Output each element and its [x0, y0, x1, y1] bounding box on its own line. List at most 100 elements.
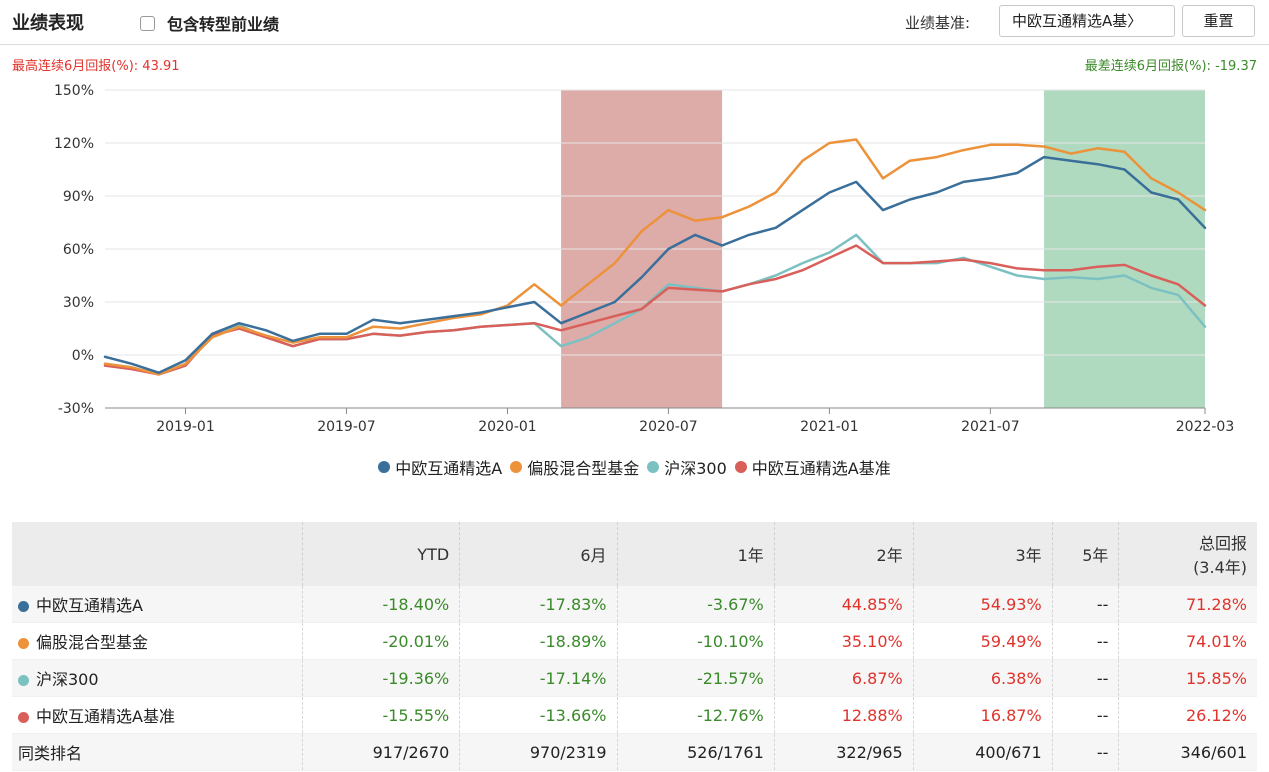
chart-legend: 中欧互通精选A 偏股混合型基金 沪深300 中欧互通精选A基准 [0, 455, 1269, 479]
cell-6m: -18.89% [459, 622, 618, 660]
legend-label-benchmark: 中欧互通精选A基准 [751, 459, 891, 478]
best-label: 最高连续6月回报(%): [12, 59, 139, 74]
reset-button[interactable]: 重置 [1182, 5, 1255, 37]
legend-item-benchmark[interactable]: 中欧互通精选A基准 [734, 455, 891, 479]
legend-item-csi300[interactable]: 沪深300 [647, 455, 727, 479]
x-tick-label: 2019-07 [317, 419, 376, 435]
rank-6m: 970/2319 [459, 733, 618, 771]
row-name: 中欧互通精选A基准 [36, 707, 175, 726]
table-row: 沪深300 -19.36% -17.14% -21.57% 6.87% 6.38… [12, 659, 1257, 697]
cell-3y: 54.93% [913, 586, 1053, 623]
row-name-cell: 偏股混合型基金 [12, 622, 303, 660]
legend-dot-benchmark [734, 461, 747, 473]
worst-value: -19.37 [1215, 59, 1257, 74]
cell-2y: 44.85% [774, 586, 914, 623]
series-dot [18, 675, 29, 686]
best-6m-return: 最高连续6月回报(%): 43.91 [12, 55, 180, 74]
row-name: 中欧互通精选A [36, 596, 143, 615]
rank-3y: 400/671 [913, 733, 1053, 771]
cell-5y: -- [1052, 696, 1120, 734]
benchmark-select[interactable]: 中欧互通精选A基〉 [999, 5, 1175, 37]
header-3y: 3年 [913, 522, 1053, 586]
performance-chart: -30% 0% 30% 60% 90% 120% 150% 2019-01 2019-07 20… [54, 83, 1234, 435]
x-tick-label: 2020-01 [478, 419, 537, 435]
legend-label-category: 偏股混合型基金 [527, 459, 640, 478]
table-header-row: YTD 6月 1年 2年 3年 5年 总回报 (3.4年) [12, 522, 1257, 586]
rank-total: 346/601 [1118, 733, 1257, 771]
table-row: 偏股混合型基金 -20.01% -18.89% -10.10% 35.10% 5… [12, 622, 1257, 660]
row-name-cell: 中欧互通精选A基准 [12, 696, 303, 734]
header-1y: 1年 [617, 522, 775, 586]
row-name-cell: 沪深300 [12, 659, 303, 697]
cell-1y: -21.57% [617, 659, 775, 697]
cell-5y: -- [1052, 586, 1120, 623]
rank-2y: 322/965 [774, 733, 914, 771]
header-name-col [12, 522, 303, 586]
y-tick-label: -30% [58, 401, 94, 417]
cell-total: 15.85% [1118, 659, 1257, 697]
rank-ytd: 917/2670 [302, 733, 461, 771]
y-tick-label: 120% [54, 136, 94, 152]
cell-6m: -17.83% [459, 586, 618, 623]
cell-ytd: -20.01% [302, 622, 461, 660]
header-total-label: 总回报 [1198, 534, 1247, 553]
y-tick-label: 90% [63, 189, 94, 205]
best-value: 43.91 [142, 59, 180, 74]
section-title: 业绩表现 [12, 13, 84, 34]
x-tick-label: 2021-07 [961, 419, 1020, 435]
header-2y: 2年 [774, 522, 914, 586]
cell-total: 26.12% [1118, 696, 1257, 734]
rank-row: 同类排名 917/2670 970/2319 526/1761 322/965 … [12, 733, 1257, 771]
cell-total: 74.01% [1118, 622, 1257, 660]
cell-3y: 6.38% [913, 659, 1053, 697]
cell-ytd: -19.36% [302, 659, 461, 697]
cell-1y: -10.10% [617, 622, 775, 660]
table-row: 中欧互通精选A基准 -15.55% -13.66% -12.76% 12.88%… [12, 696, 1257, 734]
category-line [103, 138, 1207, 376]
x-tick-label: 2019-01 [156, 419, 215, 435]
fund-line [103, 155, 1207, 374]
performance-table: YTD 6月 1年 2年 3年 5年 总回报 (3.4年) 中欧互通精选A -18… [12, 522, 1257, 771]
series-dot [18, 712, 29, 723]
cell-6m: -17.14% [459, 659, 618, 697]
cell-1y: -12.76% [617, 696, 775, 734]
header-ytd: YTD [302, 522, 461, 586]
y-tick-label: 150% [54, 83, 94, 99]
rank-1y: 526/1761 [617, 733, 775, 771]
y-tick-label: 0% [72, 348, 94, 364]
y-tick-label: 60% [63, 242, 94, 258]
include-pre-transform-toggle[interactable]: 包含转型前业绩 [140, 11, 279, 35]
checkbox-label: 包含转型前业绩 [167, 15, 280, 34]
header-5y: 5年 [1052, 522, 1120, 586]
legend-dot-fund [378, 461, 391, 473]
legend-item-category[interactable]: 偏股混合型基金 [510, 455, 639, 479]
cell-ytd: -18.40% [302, 586, 461, 623]
checkbox[interactable] [140, 15, 155, 31]
cell-2y: 6.87% [774, 659, 914, 697]
cell-5y: -- [1052, 622, 1120, 660]
series-dot [18, 601, 29, 612]
cell-ytd: -15.55% [302, 696, 461, 734]
series-dot [18, 638, 29, 649]
legend-label-csi300: 沪深300 [664, 459, 727, 478]
x-tick-label: 2020-07 [639, 419, 698, 435]
row-name: 偏股混合型基金 [36, 633, 149, 652]
series-lines [103, 138, 1207, 376]
legend-label-fund: 中欧互通精选A [395, 459, 503, 478]
cell-3y: 16.87% [913, 696, 1053, 734]
worst-6m-return: 最差连续6月回报(%): -19.37 [1085, 55, 1257, 74]
x-tick-label: 2021-01 [800, 419, 859, 435]
legend-item-fund[interactable]: 中欧互通精选A [378, 455, 502, 479]
table-row: 中欧互通精选A -18.40% -17.83% -3.67% 44.85% 54… [12, 586, 1257, 623]
rank-name: 同类排名 [12, 733, 303, 771]
cell-1y: -3.67% [617, 586, 775, 623]
header: 业绩表现 包含转型前业绩 业绩基准: 中欧互通精选A基〉 重置 [0, 0, 1269, 45]
cell-3y: 59.49% [913, 622, 1053, 660]
cell-2y: 35.10% [774, 622, 914, 660]
y-axis: -30% 0% 30% 60% 90% 120% 150% [54, 83, 94, 417]
cell-5y: -- [1052, 659, 1120, 697]
cell-6m: -13.66% [459, 696, 618, 734]
y-tick-label: 30% [63, 295, 94, 311]
header-total: 总回报 (3.4年) [1118, 522, 1257, 586]
worst-label: 最差连续6月回报(%): [1084, 59, 1211, 74]
